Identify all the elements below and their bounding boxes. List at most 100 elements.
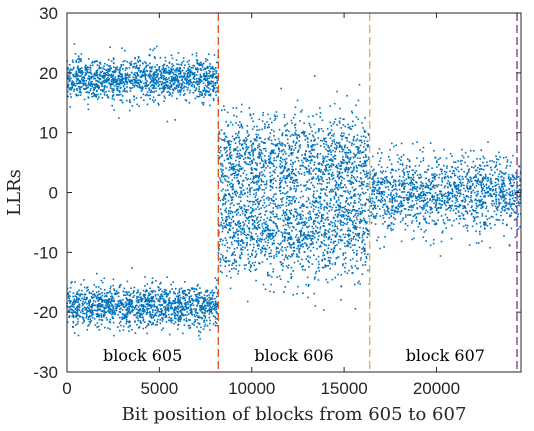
scatter-point [196,312,199,314]
scatter-point [122,290,124,293]
scatter-point [193,76,195,78]
scatter-point [238,163,240,166]
scatter-point [249,114,252,117]
scatter-point [69,77,71,80]
scatter-point [263,199,265,201]
scatter-point [144,285,146,287]
scatter-point [321,214,323,216]
scatter-point [127,326,130,328]
scatter-point [316,182,319,185]
scatter-point [279,278,282,280]
scatter-point [142,289,145,292]
scatter-point [110,60,113,62]
scatter-point [305,236,308,238]
scatter-point [333,146,336,149]
scatter-point [178,301,181,303]
scatter-point [264,250,267,253]
scatter-point [114,313,116,316]
scatter-point [281,246,283,248]
scatter-point [193,299,195,302]
scatter-point [341,228,343,231]
scatter-point [193,65,195,67]
scatter-point [199,81,201,84]
scatter-point [220,180,222,183]
scatter-point [179,302,181,304]
scatter-point [106,86,108,88]
scatter-point [164,84,167,86]
scatter-point [165,78,168,81]
scatter-point [165,308,168,310]
scatter-point [90,312,92,314]
scatter-point [343,168,346,171]
scatter-point [144,72,146,75]
scatter-point [180,301,182,304]
scatter-point [362,127,364,129]
scatter-point [277,242,280,245]
scatter-point [301,109,303,112]
scatter-point [99,73,101,75]
scatter-point [333,188,336,190]
scatter-point [225,261,227,263]
scatter-point [147,295,150,297]
scatter-point [330,173,333,176]
scatter-point [77,334,80,337]
scatter-point [100,296,102,299]
scatter-point [229,287,232,290]
scatter-point [287,217,290,220]
scatter-point [108,307,111,309]
scatter-point [174,321,177,323]
scatter-point [115,293,118,295]
scatter-point [186,294,188,296]
scatter-point [119,299,121,302]
scatter-point [140,81,142,84]
scatter-point [336,209,338,211]
scatter-point [330,134,333,137]
scatter-point [207,94,210,96]
scatter-point [94,84,96,87]
scatter-point [92,95,95,97]
scatter-point [196,305,198,307]
scatter-point [155,83,158,86]
scatter-point [304,269,306,271]
scatter-point [185,319,188,322]
scatter-point [300,233,302,236]
scatter-point [159,311,161,313]
scatter-point [91,304,94,306]
scatter-point [261,250,263,253]
scatter-point [104,326,106,329]
scatter-point [136,292,138,294]
scatter-point [126,294,128,296]
scatter-point [322,161,325,164]
scatter-point [304,131,306,133]
scatter-point [86,303,88,305]
scatter-point [74,301,77,304]
scatter-point [352,176,355,178]
scatter-point [319,192,322,195]
scatter-point [212,301,214,303]
scatter-point [216,302,219,304]
scatter-point [151,99,154,101]
scatter-point [246,300,249,303]
scatter-point [347,244,349,246]
scatter-point [205,90,208,92]
scatter-point [216,312,218,315]
scatter-point [288,148,291,150]
scatter-point [107,305,110,308]
scatter-point [343,159,346,162]
scatter-point [99,298,101,300]
scatter-point [97,312,99,315]
scatter-point [112,75,114,78]
scatter-point [192,304,195,306]
scatter-point [172,68,175,70]
scatter-point [326,155,329,158]
scatter-point [338,178,340,180]
scatter-point [349,127,351,130]
scatter-point [178,80,180,82]
scatter-point [119,68,121,71]
scatter-point [285,249,287,251]
scatter-point [236,174,238,176]
scatter-point [267,199,270,201]
scatter-point [262,195,265,197]
scatter-point [283,114,286,116]
scatter-point [340,134,342,137]
